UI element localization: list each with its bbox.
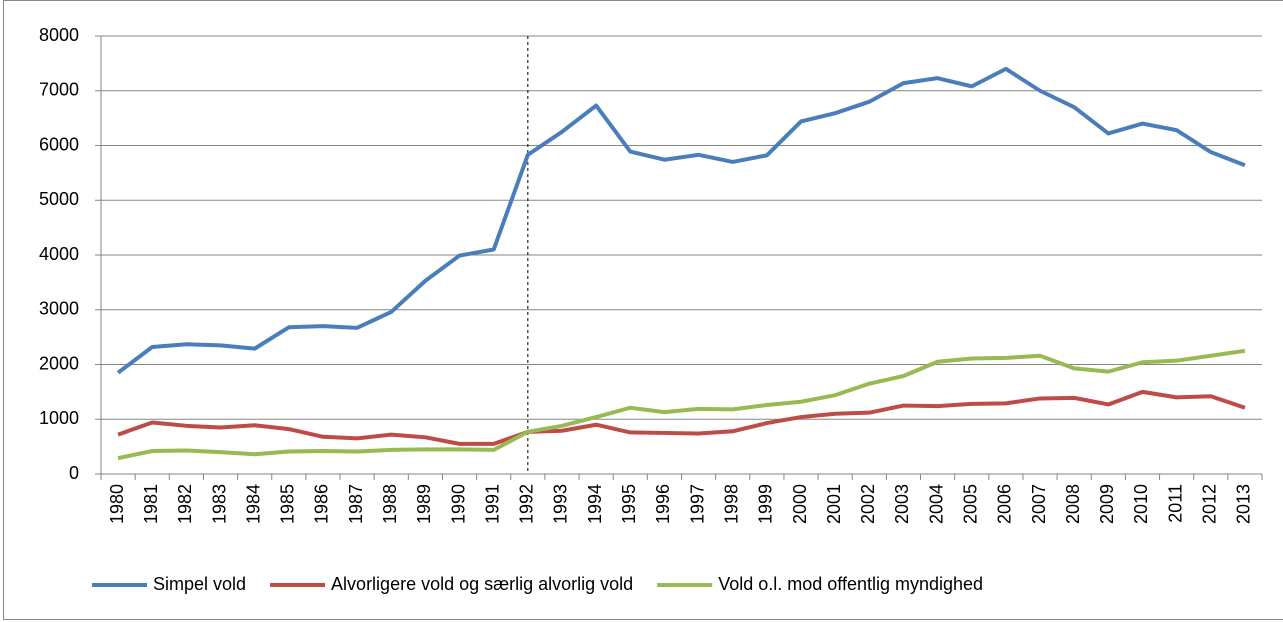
x-tick-label: 1985 [278,484,298,524]
x-tick-label: 1983 [209,484,229,524]
x-tick-label: 2001 [824,484,844,524]
y-tick-label: 5000 [39,189,79,209]
legend-label: Alvorligere vold og særlig alvorlig vold [331,574,633,594]
x-tick-label: 2008 [1063,484,1083,524]
x-tick-label: 1999 [756,484,776,524]
chart-frame [3,0,1283,620]
x-tick-label: 1989 [414,484,434,524]
x-tick-label: 1982 [175,484,195,524]
x-tick-label: 2003 [892,484,912,524]
y-tick-label: 7000 [39,80,79,100]
x-tick-label: 1990 [448,484,468,524]
x-tick-label: 1986 [312,484,332,524]
x-tick-label: 2000 [790,484,810,524]
x-tick-label: 1980 [107,484,127,524]
x-tick-label: 1988 [380,484,400,524]
x-tick-label: 1992 [517,484,537,524]
y-tick-label: 8000 [39,25,79,45]
legend-label: Simpel vold [153,574,246,594]
y-tick-label: 6000 [39,134,79,154]
x-tick-label: 1991 [482,484,502,524]
x-tick-label: 1981 [141,484,161,524]
x-tick-label: 2010 [1131,484,1151,524]
x-tick-label: 1996 [653,484,673,524]
x-tick-label: 1998 [721,484,741,524]
x-tick-label: 2005 [961,484,981,524]
x-tick-label: 1995 [619,484,639,524]
y-tick-label: 0 [69,463,79,483]
y-tick-label: 3000 [39,299,79,319]
series-line [116,66,1246,375]
x-tick-label: 2009 [1097,484,1117,524]
y-tick-label: 2000 [39,353,79,373]
x-tick-label: 2006 [995,484,1015,524]
series-line [117,348,1246,461]
x-tick-label: 1994 [585,484,605,524]
y-tick-label: 4000 [39,244,79,264]
legend-label: Vold o.l. mod offentlig myndighed [718,574,983,594]
y-tick-label: 1000 [39,408,79,428]
x-tick-label: 1984 [243,484,263,524]
series-line [117,389,1246,446]
x-tick-label: 1987 [346,484,366,524]
x-tick-label: 1997 [687,484,707,524]
x-tick-label: 2004 [926,484,946,524]
x-tick-label: 2011 [1165,484,1185,523]
x-tick-label: 2012 [1200,484,1220,524]
x-tick-label: 2007 [1029,484,1049,524]
x-tick-label: 2013 [1234,484,1254,524]
x-tick-label: 2002 [858,484,878,524]
x-tick-label: 1993 [551,484,571,524]
